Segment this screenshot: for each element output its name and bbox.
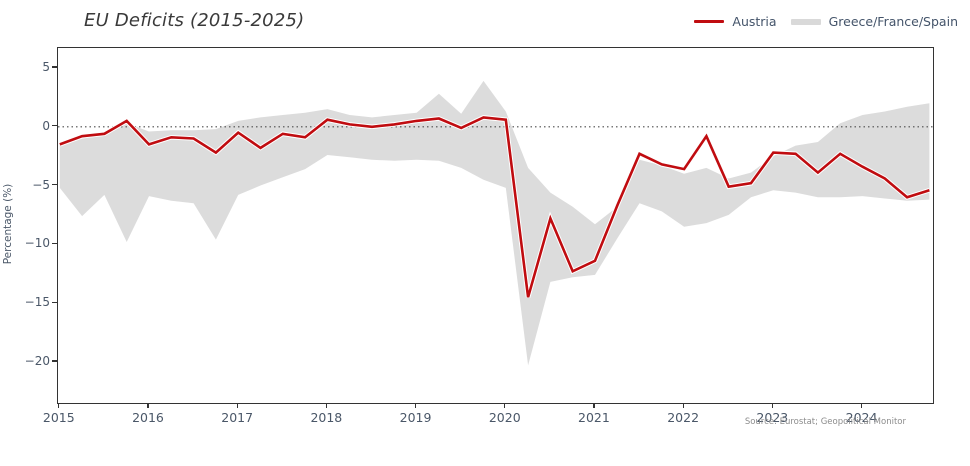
x-tick-label: 2020	[488, 410, 521, 425]
y-tick-label: 0	[42, 118, 50, 133]
x-tick-label: 2016	[132, 410, 164, 425]
x-tick-mark	[861, 403, 863, 408]
y-tick-mark	[52, 66, 57, 68]
x-tick-mark	[415, 403, 417, 408]
x-tick-label: 2021	[578, 410, 610, 425]
y-tick-mark	[52, 242, 57, 244]
x-tick-mark	[147, 403, 149, 408]
x-tick-mark	[504, 403, 506, 408]
y-tick-mark	[52, 360, 57, 362]
legend-item-band: Greece/France/Spain	[790, 14, 958, 29]
legend-item-austria: Austria	[694, 14, 777, 29]
austria-line-swatch	[694, 20, 725, 23]
y-tick-label: −5	[32, 177, 50, 192]
x-tick-label: 2017	[221, 410, 254, 425]
legend-label-austria: Austria	[732, 14, 777, 29]
x-tick-label: 2023	[756, 410, 789, 425]
y-tick-mark	[52, 125, 57, 127]
plot-area	[57, 47, 934, 404]
y-tick-label: −10	[24, 236, 50, 251]
y-tick-label: −20	[24, 353, 50, 368]
legend: Austria Greece/France/Spain	[694, 14, 958, 29]
x-tick-label: 2024	[845, 410, 878, 425]
plot-canvas	[58, 80, 933, 366]
x-tick-mark	[771, 403, 774, 408]
y-tick-label: −15	[24, 295, 50, 310]
x-tick-mark	[593, 403, 595, 408]
y-tick-mark	[52, 301, 57, 303]
x-tick-label: 2022	[667, 410, 700, 425]
band-greece-france-spain	[59, 80, 930, 366]
chart-title: EU Deficits (2015-2025)	[84, 10, 305, 31]
band-swatch	[790, 18, 821, 25]
austria-line	[59, 116, 930, 298]
x-tick-label: 2018	[310, 410, 343, 425]
x-tick-mark	[325, 403, 328, 408]
legend-label-band: Greece/France/Spain	[828, 14, 958, 29]
x-tick-label: 2015	[42, 410, 75, 425]
source-credit: Source: Eurostat; Geopolitical Monitor	[744, 417, 906, 427]
x-tick-mark	[682, 403, 684, 408]
x-tick-label: 2019	[399, 410, 432, 425]
y-tick-label: 5	[42, 59, 50, 74]
x-tick-mark	[236, 403, 238, 408]
y-tick-mark	[52, 184, 57, 186]
x-tick-mark	[58, 403, 60, 408]
